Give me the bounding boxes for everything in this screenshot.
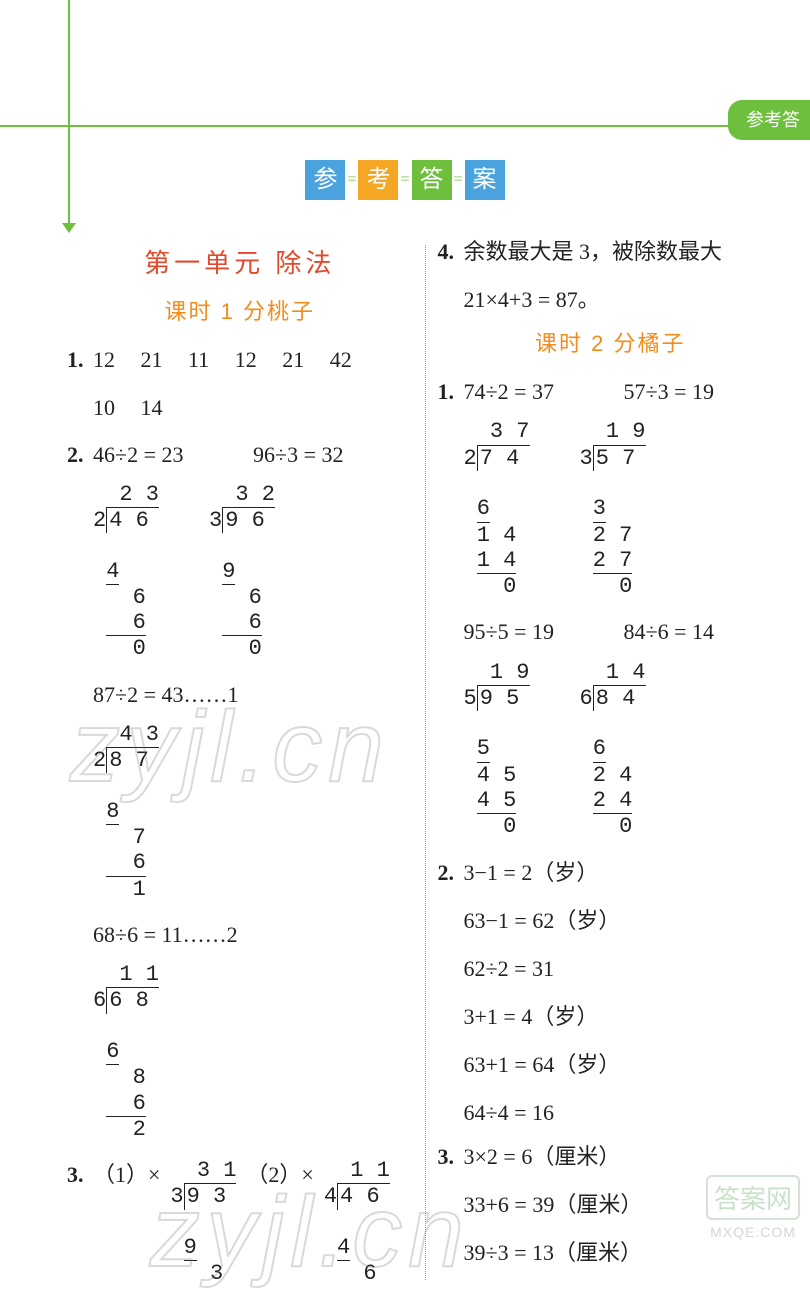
longdiv-19b: 51 9 59 5 5 4 5 4 5 0: [464, 660, 530, 840]
r-longdiv-row-2: 51 9 59 5 5 4 5 4 5 0 61 4 68 4 6 2 4 2 …: [464, 660, 784, 840]
question-1: 1. 12 21 11 12 21 42 10 14: [67, 343, 413, 425]
q4-eq: 21×4+3 = 87。: [464, 283, 784, 317]
answers-title: 参 = 考 = 答 = 案: [0, 160, 810, 200]
r3-line: 39÷3 = 13（厘米）: [464, 1236, 784, 1270]
title-char-3: 答: [412, 160, 452, 200]
q-number: 3.: [67, 1158, 93, 1192]
r1-eq-c: 95÷5 = 19: [464, 615, 594, 649]
question-3: 3. （1）× 33 1 39 3 9 3 （2）× 41 1 44 6 4 6: [67, 1158, 413, 1296]
r3-line: 33+6 = 39（厘米）: [464, 1188, 784, 1222]
longdiv-11: 61 1 66 8 6 8 6 2: [93, 962, 159, 1142]
q2-eq-a: 46÷2 = 23: [93, 438, 223, 472]
r1-eq-b: 57÷3 = 19: [624, 375, 754, 409]
longdiv-row-2: 24 3 28 7 8 7 6 1: [93, 722, 413, 902]
q-number: 2.: [67, 438, 93, 472]
left-column: 第一单元 除法 课时 1 分桃子 1. 12 21 11 12 21 42 10…: [55, 235, 425, 1280]
question-4: 4. 余数最大是 3，被除数最大 21×4+3 = 87。: [438, 235, 784, 317]
content-columns: 第一单元 除法 课时 1 分桃子 1. 12 21 11 12 21 42 10…: [55, 235, 795, 1280]
longdiv-row-3: 61 1 66 8 6 8 6 2: [93, 962, 413, 1142]
r2-line: 63−1 = 62（岁）: [464, 904, 784, 938]
longdiv-32: 33 2 39 6 9 6 6 0: [209, 482, 275, 662]
longdiv-43: 24 3 28 7 8 7 6 1: [93, 722, 159, 902]
right-column: 4. 余数最大是 3，被除数最大 21×4+3 = 87。 课时 2 分橘子 1…: [426, 235, 796, 1280]
longdiv-23: 22 3 24 6 4 6 6 0: [93, 482, 159, 662]
longdiv-14: 61 4 68 4 6 2 4 2 4 0: [580, 660, 646, 840]
title-sep: =: [347, 171, 356, 189]
r1-eq-d: 84÷6 = 14: [624, 615, 754, 649]
r2-line: 3+1 = 4（岁）: [464, 1000, 784, 1034]
q-number: 2.: [438, 856, 464, 890]
q-number: 1.: [438, 375, 464, 409]
q4-text: 余数最大是 3，被除数最大: [464, 235, 784, 269]
r2-line: 3−1 = 2（岁）: [464, 856, 784, 890]
r-longdiv-row-1: 23 7 27 4 6 1 4 1 4 0 31 9 35 7 3 2 7 2 …: [464, 419, 784, 599]
title-sep: =: [400, 171, 409, 189]
q2-eq-c: 87÷2 = 43……1: [93, 678, 413, 712]
r2-line: 64÷4 = 16: [464, 1096, 784, 1130]
longdiv-37: 23 7 27 4 6 1 4 1 4 0: [464, 419, 530, 599]
r-question-2: 2. 3−1 = 2（岁） 63−1 = 62（岁） 62÷2 = 31 3+1…: [438, 856, 784, 1131]
q1-row1: 12 21 11 12 21 42: [93, 343, 413, 377]
q3-part1: （1）×: [93, 1158, 160, 1192]
longdiv-row-1: 22 3 24 6 4 6 6 0 33 2 39 6 9 6 6 0: [93, 482, 413, 662]
r-question-1: 1. 74÷2 = 37 57÷3 = 19: [438, 375, 784, 409]
q-number: 4.: [438, 235, 464, 269]
q1-row2: 10 14: [93, 391, 413, 425]
longdiv-19a: 31 9 35 7 3 2 7 2 7 0: [580, 419, 646, 599]
page-decoration: 参考答: [0, 0, 810, 160]
q-number: 1.: [67, 343, 93, 377]
r2-line: 62÷2 = 31: [464, 952, 784, 986]
title-char-4: 案: [465, 160, 505, 200]
q3-part2: （2）×: [246, 1158, 313, 1192]
green-arrow-icon: [62, 223, 76, 233]
q-number: 3.: [438, 1140, 464, 1174]
unit-title: 第一单元 除法: [67, 243, 413, 283]
question-2: 2. 46÷2 = 23 96÷3 = 32: [67, 438, 413, 472]
lesson-title-2: 课时 2 分橘子: [438, 327, 784, 361]
lesson-title-1: 课时 1 分桃子: [67, 295, 413, 329]
green-horizontal-line: [0, 125, 810, 127]
r3-line: 3×2 = 6（厘米）: [464, 1140, 784, 1174]
r-question-3: 3. 3×2 = 6（厘米） 33+6 = 39（厘米） 39÷3 = 13（厘…: [438, 1140, 784, 1270]
r2-line: 63+1 = 64（岁）: [464, 1048, 784, 1082]
q2-eq-d: 68÷6 = 11……2: [93, 918, 413, 952]
r1-eq-a: 74÷2 = 37: [464, 375, 594, 409]
title-char-1: 参: [305, 160, 345, 200]
page-tab: 参考答: [728, 100, 810, 140]
longdiv-31: 33 1 39 3 9 3: [170, 1158, 236, 1286]
longdiv-11b: 41 1 44 6 4 6: [324, 1158, 390, 1286]
q2-eq-b: 96÷3 = 32: [253, 438, 383, 472]
title-char-2: 考: [358, 160, 398, 200]
title-sep: =: [454, 171, 463, 189]
